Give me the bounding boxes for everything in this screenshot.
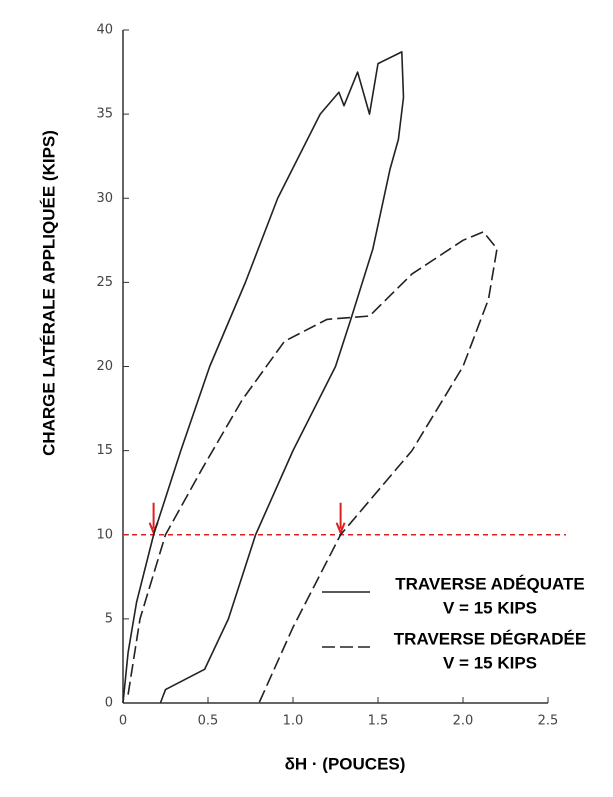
series-line [122, 51, 405, 704]
arrow [335, 502, 346, 536]
x-tick-label: 2.0 [453, 714, 474, 729]
x-axis-label: δH · (POUCES) [285, 754, 406, 773]
y-axis-label: CHARGE LATÉRALE APPLIQUÉE (KIPS) [39, 130, 58, 456]
y-tick-label: 10 [96, 527, 113, 542]
series-line [127, 231, 498, 704]
x-tick-label: 2.5 [538, 714, 559, 729]
legend-condition: V = 15 KIPS [443, 653, 537, 672]
x-tick-label: 0 [119, 714, 127, 729]
legend-label: TRAVERSE ADÉQUATE [395, 574, 585, 593]
y-tick-label: 25 [96, 275, 113, 290]
y-tick-label: 30 [96, 191, 113, 206]
y-tick-label: 40 [96, 23, 113, 38]
x-tick-label: 0.5 [198, 714, 219, 729]
y-tick-label: 20 [96, 359, 113, 374]
legend-condition: V = 15 KIPS [443, 598, 537, 617]
legend-label: TRAVERSE DÉGRADÉE [394, 629, 586, 648]
x-tick-label: 1.5 [368, 714, 389, 729]
x-tick-label: 1.0 [283, 714, 304, 729]
y-tick-label: 5 [105, 611, 113, 626]
y-tick-label: 15 [96, 443, 113, 458]
y-tick-label: 35 [96, 107, 113, 122]
y-tick-label: 0 [105, 696, 113, 711]
